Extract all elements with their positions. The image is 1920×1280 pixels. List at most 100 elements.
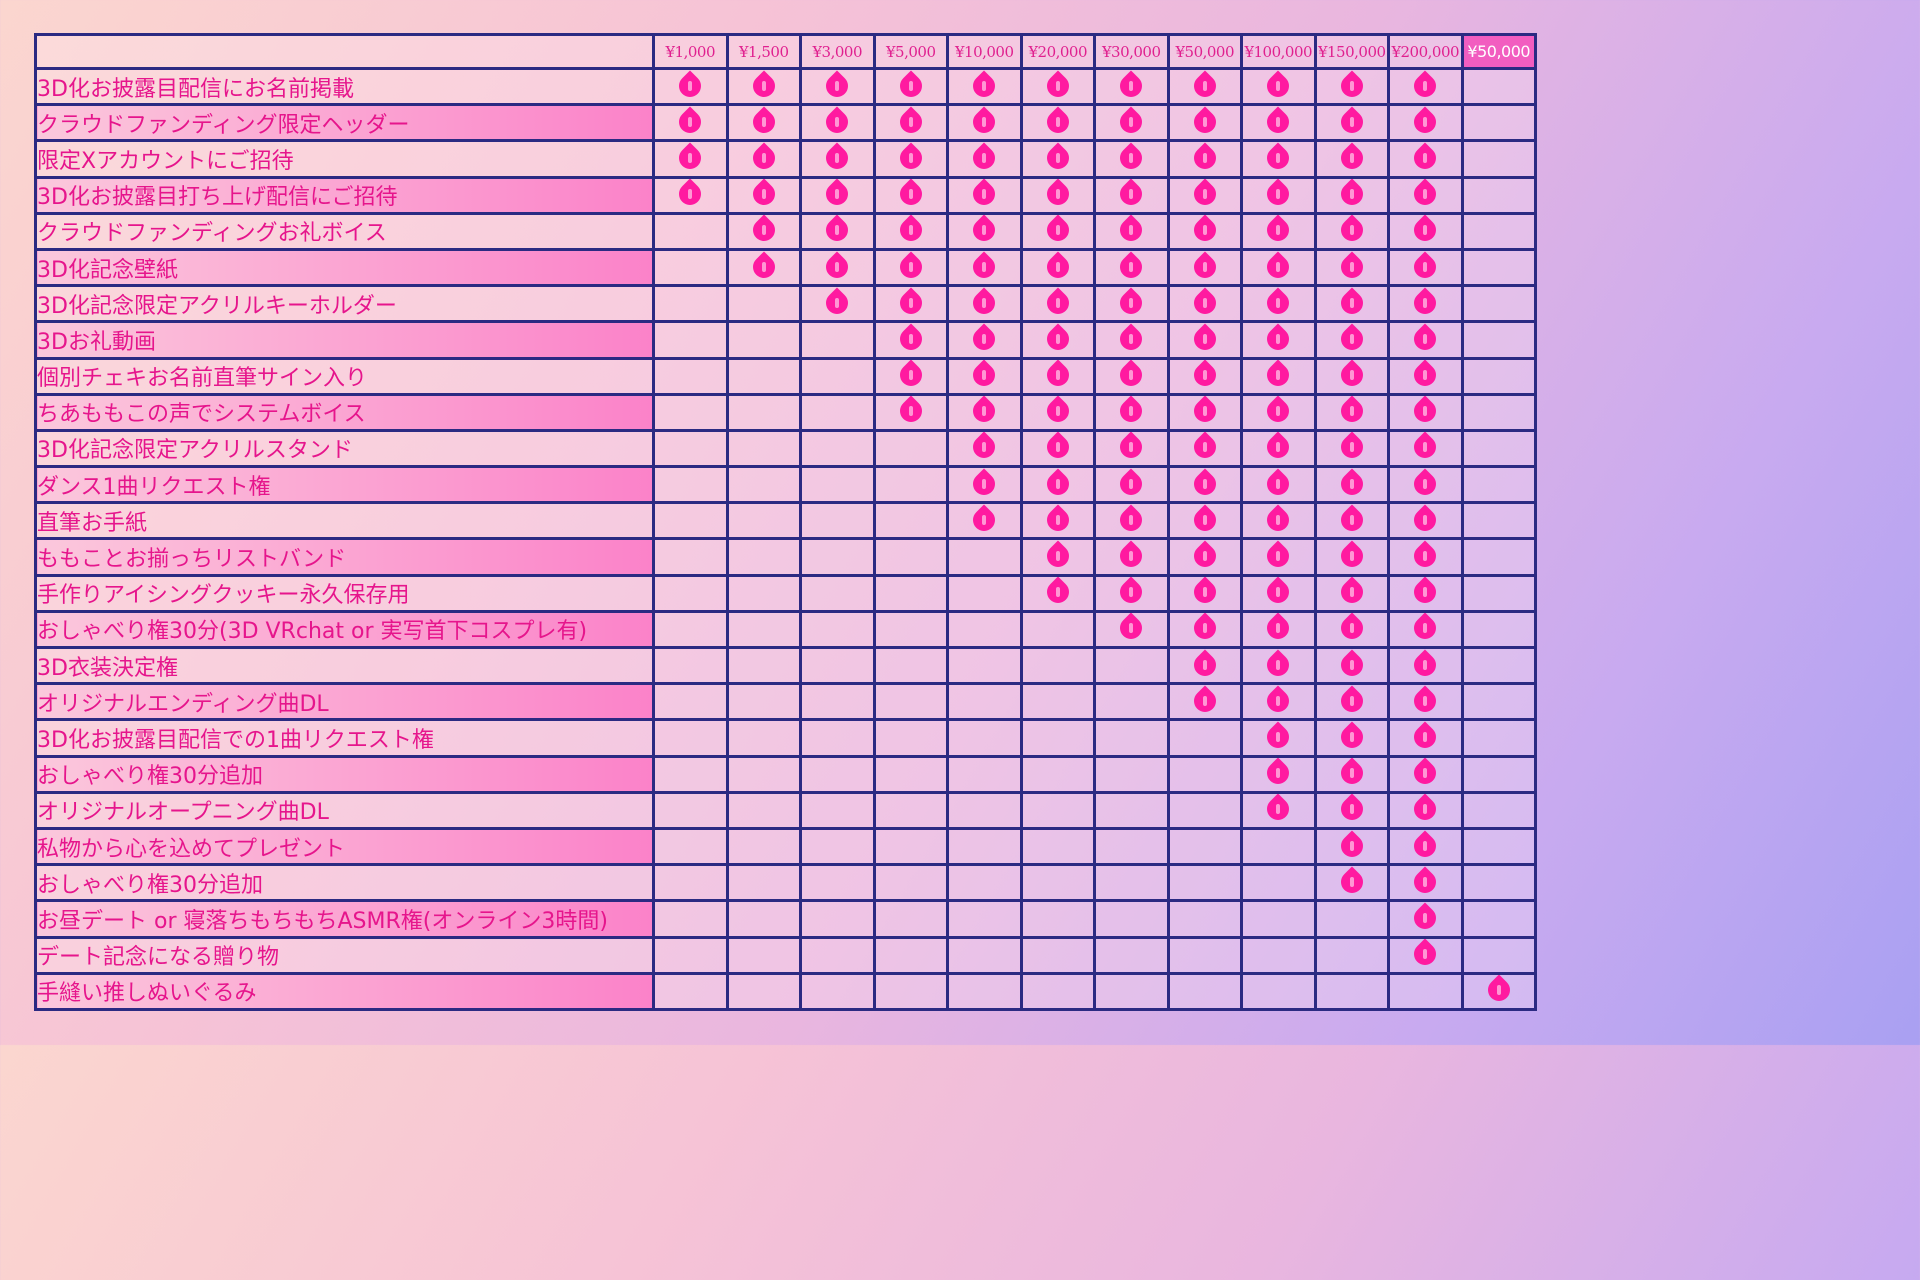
tier-cell bbox=[799, 247, 876, 288]
tier-cell bbox=[1313, 609, 1390, 650]
tier-cell bbox=[1240, 139, 1317, 179]
tier-cell bbox=[1240, 284, 1317, 324]
tier-cell bbox=[725, 826, 802, 867]
peach-icon bbox=[1189, 324, 1221, 355]
peach-icon bbox=[1336, 614, 1368, 644]
peach-icon bbox=[1409, 867, 1441, 898]
tier-cell bbox=[799, 537, 876, 577]
tier-cell bbox=[1019, 139, 1096, 179]
tier-cell bbox=[725, 211, 802, 251]
tier-cell bbox=[799, 66, 876, 107]
peach-icon bbox=[1115, 361, 1147, 391]
tier-cell bbox=[1387, 826, 1464, 867]
reward-rows: 3D化お披露目配信にお名前掲載 クラウドファンディング限定ヘッダー 限定Xアカウント… bbox=[34, 66, 1537, 1012]
tier-cell bbox=[946, 935, 1023, 975]
tier-cell bbox=[946, 609, 1023, 650]
peach-icon bbox=[1115, 433, 1147, 464]
tier-cell bbox=[1166, 826, 1243, 867]
tier-cell bbox=[725, 971, 802, 1012]
tier-cell bbox=[1387, 392, 1464, 432]
tier-cell bbox=[799, 501, 876, 541]
tier-cell bbox=[1240, 103, 1317, 143]
peach-icon bbox=[1189, 71, 1221, 102]
tier-cell bbox=[652, 284, 729, 324]
peach-icon bbox=[1262, 180, 1294, 210]
tier-cell bbox=[872, 501, 949, 541]
tier-cell bbox=[1093, 103, 1170, 143]
tier-cell bbox=[725, 935, 802, 975]
tier-cell bbox=[652, 609, 729, 650]
tier-cell bbox=[1240, 66, 1317, 107]
reward-row: お昼デート or 寝落ちもちもちASMR権(オンライン3時間) bbox=[34, 899, 1537, 939]
tier-cell bbox=[652, 826, 729, 867]
reward-label: お昼デート or 寝落ちもちもちASMR権(オンライン3時間) bbox=[34, 899, 655, 939]
peach-icon bbox=[1336, 180, 1368, 210]
peach-icon bbox=[1409, 397, 1441, 427]
tier-cell bbox=[1240, 211, 1317, 251]
reward-row: 直筆お手紙 bbox=[34, 501, 1537, 541]
tier-cell bbox=[946, 356, 1023, 396]
peach-icon bbox=[1336, 722, 1368, 753]
tier-cell bbox=[1240, 645, 1317, 686]
peach-icon bbox=[1115, 107, 1147, 138]
tier-header-1: ¥1,500 bbox=[725, 33, 802, 70]
tier-cell bbox=[1093, 790, 1170, 830]
tier-cell bbox=[872, 103, 949, 143]
tier-cell bbox=[872, 935, 949, 975]
reward-label: クラウドファンディング限定ヘッダー bbox=[34, 103, 655, 143]
tier-cell bbox=[725, 573, 802, 613]
tier-cell bbox=[872, 718, 949, 758]
tier-cell bbox=[1460, 211, 1537, 251]
reward-label: デート記念になる贈り物 bbox=[34, 935, 655, 975]
peach-icon bbox=[748, 252, 780, 283]
tier-cell bbox=[946, 392, 1023, 432]
tier-cell bbox=[1093, 501, 1170, 541]
tier-header-3: ¥5,000 bbox=[872, 33, 949, 70]
tier-cell bbox=[1093, 139, 1170, 179]
peach-icon bbox=[1262, 505, 1294, 536]
peach-icon bbox=[1115, 71, 1147, 102]
peach-icon bbox=[968, 288, 1000, 319]
peach-icon bbox=[748, 143, 780, 174]
peach-icon bbox=[821, 180, 853, 210]
peach-icon bbox=[1042, 397, 1074, 427]
peach-icon bbox=[821, 71, 853, 102]
tier-cell bbox=[1387, 971, 1464, 1012]
tier-cell bbox=[1313, 754, 1390, 794]
peach-icon bbox=[1336, 107, 1368, 138]
tier-cell bbox=[1313, 356, 1390, 396]
peach-icon bbox=[895, 361, 927, 391]
peach-icon bbox=[674, 180, 706, 210]
tier-cell bbox=[872, 537, 949, 577]
tier-cell bbox=[1093, 175, 1170, 215]
peach-icon bbox=[1189, 288, 1221, 319]
reward-row: オリジナルオープニング曲DL bbox=[34, 790, 1537, 830]
peach-icon bbox=[1042, 541, 1074, 572]
tier-cell bbox=[652, 465, 729, 505]
tier-cell bbox=[1313, 682, 1390, 722]
tier-cell bbox=[725, 609, 802, 650]
reward-table-container: ¥1,000 ¥1,500 ¥3,000 ¥5,000 ¥10,000 ¥20,000 ¥3… bbox=[34, 33, 1537, 1012]
peach-icon bbox=[1336, 252, 1368, 283]
tier-cell bbox=[1240, 971, 1317, 1012]
tier-cell bbox=[872, 139, 949, 179]
peach-icon bbox=[1409, 831, 1441, 862]
peach-icon bbox=[821, 252, 853, 283]
tier-header-2: ¥3,000 bbox=[799, 33, 876, 70]
tier-header-11: ¥50,000 bbox=[1460, 33, 1537, 70]
peach-icon bbox=[1409, 795, 1441, 825]
tier-cell bbox=[1166, 211, 1243, 251]
peach-icon bbox=[1189, 397, 1221, 427]
tier-cell bbox=[1093, 392, 1170, 432]
tier-cell bbox=[799, 211, 876, 251]
tier-cell bbox=[1019, 501, 1096, 541]
peach-icon bbox=[1409, 578, 1441, 608]
tier-cell bbox=[1313, 284, 1390, 324]
tier-cell bbox=[652, 428, 729, 469]
peach-icon bbox=[821, 107, 853, 138]
tier-cell bbox=[1387, 718, 1464, 758]
tier-cell bbox=[1093, 609, 1170, 650]
peach-icon bbox=[1115, 216, 1147, 246]
tier-cell bbox=[1240, 320, 1317, 360]
peach-icon bbox=[1336, 216, 1368, 246]
